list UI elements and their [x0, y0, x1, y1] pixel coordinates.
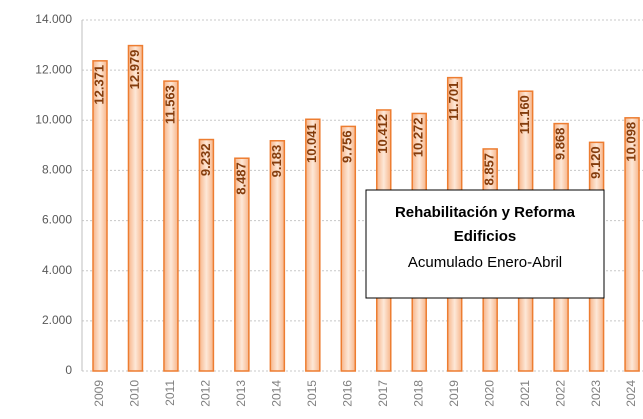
y-tick-label: 2.000	[42, 313, 72, 327]
x-tick-label: 2022	[553, 380, 567, 407]
value-label: 11.563	[162, 85, 177, 124]
value-label: 12.371	[91, 65, 106, 105]
value-label: 8.857	[482, 153, 497, 186]
bar	[127, 44, 144, 372]
y-tick-label: 8.000	[42, 163, 72, 177]
value-label: 10.098	[623, 122, 638, 162]
bar	[305, 118, 321, 372]
value-label: 10.412	[375, 114, 390, 154]
value-label: 11.160	[517, 95, 532, 134]
value-label: 8.487	[233, 162, 248, 195]
x-tick-label: 2016	[340, 380, 354, 407]
y-tick-label: 14.000	[35, 12, 72, 26]
bar	[198, 138, 215, 372]
x-tick-label: 2019	[447, 380, 461, 407]
bar	[234, 157, 250, 372]
annotation-box	[365, 189, 605, 299]
bar	[624, 117, 640, 372]
bar	[269, 140, 286, 372]
x-tick-label: 2024	[624, 380, 638, 407]
value-label: 9.120	[588, 146, 603, 179]
value-label: 9.232	[198, 144, 213, 177]
y-tick-label: 12.000	[35, 62, 72, 76]
bar	[92, 60, 108, 372]
value-label: 9.183	[269, 145, 284, 178]
value-label: 9.756	[340, 130, 355, 163]
value-label: 10.041	[304, 123, 319, 163]
bar	[340, 125, 357, 372]
value-label: 9.868	[553, 128, 568, 161]
x-tick-label: 2012	[199, 380, 213, 407]
y-tick-label: 0	[65, 363, 72, 377]
y-tick-label: 4.000	[42, 263, 72, 277]
x-tick-label: 2021	[518, 380, 532, 407]
value-label: 10.272	[411, 117, 426, 157]
x-tick-label: 2013	[234, 380, 248, 407]
x-tick-label: 2017	[376, 380, 390, 407]
bar	[163, 80, 179, 372]
value-label: 11.701	[446, 82, 461, 121]
x-tick-label: 2018	[411, 380, 425, 407]
value-label: 12.979	[127, 50, 142, 90]
chart-subtitle: Acumulado Enero-Abril	[408, 254, 562, 271]
x-tick-label: 2023	[589, 380, 603, 407]
x-tick-label: 2011	[163, 380, 177, 406]
x-tick-label: 2015	[305, 380, 319, 407]
y-tick-label: 6.000	[42, 213, 72, 227]
x-tick-label: 2014	[270, 380, 284, 407]
x-tick-label: 2009	[92, 380, 106, 407]
x-tick-label: 2010	[128, 380, 142, 407]
chart-title: Rehabilitación y Reforma Edificios	[395, 204, 576, 245]
y-tick-label: 10.000	[35, 112, 72, 126]
x-tick-label: 2020	[482, 380, 496, 407]
